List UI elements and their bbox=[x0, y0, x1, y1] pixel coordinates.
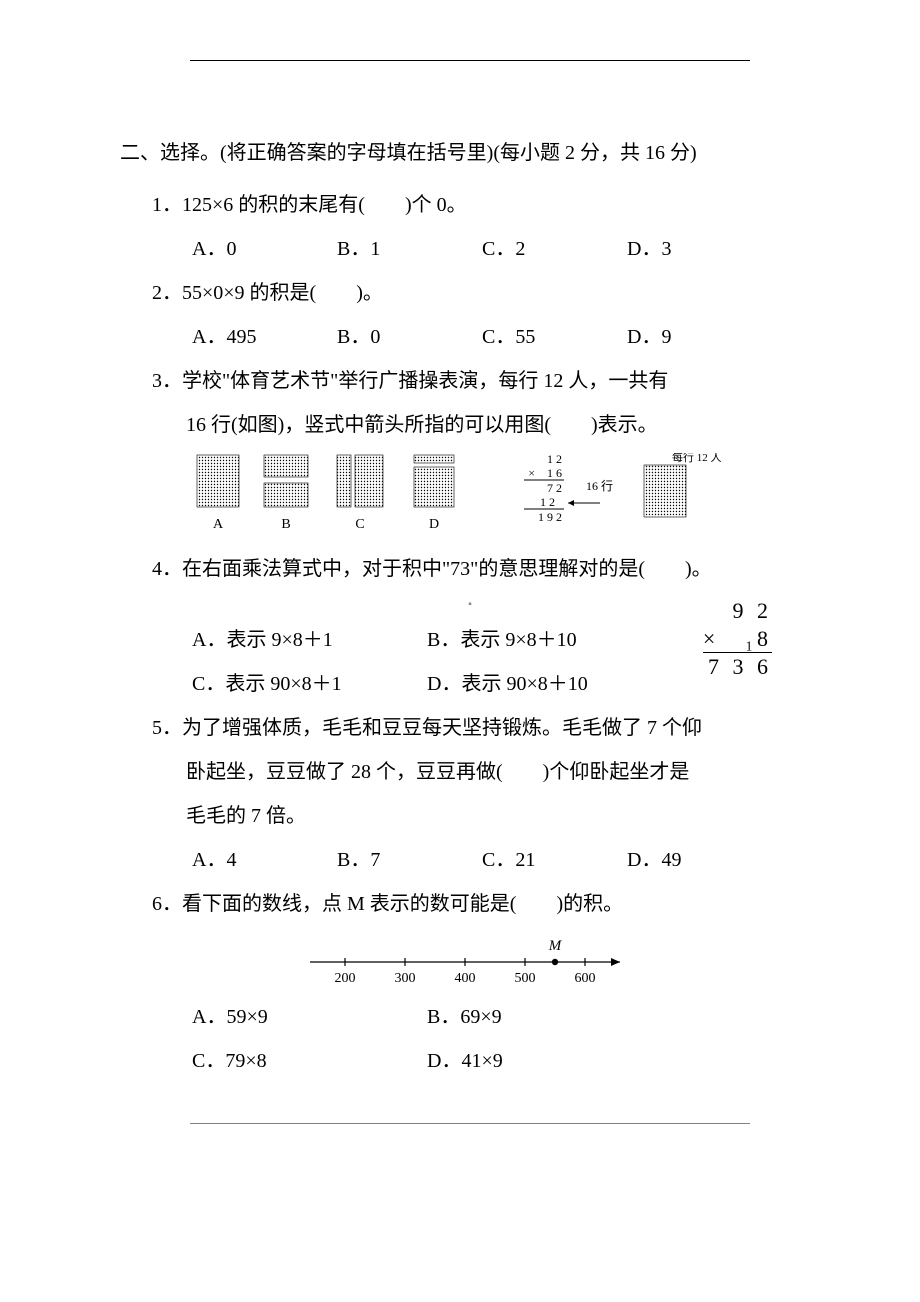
q6-opt-b: B．69×9 bbox=[427, 995, 657, 1039]
q2-text: 55×0×9 的积是( )。 bbox=[182, 282, 383, 304]
q5-line2: 卧起坐，豆豆做了 28 个，豆豆再做( )个仰卧起坐才是 bbox=[186, 761, 689, 783]
top-rule bbox=[190, 60, 750, 61]
q4-opt-b: B．表示 9×8＋10 bbox=[427, 618, 657, 662]
q3-label-b: B bbox=[281, 517, 290, 532]
document-page: 二、选择。(将正确答案的字母填在括号里)(每小题 2 分，共 16 分) 1．1… bbox=[0, 0, 920, 1164]
svg-text:400: 400 bbox=[455, 971, 476, 986]
q1-text: 125×6 的积的末尾有( )个 0。 bbox=[182, 194, 467, 216]
q1-opt-d: D．3 bbox=[627, 227, 767, 271]
question-4: 4．在右面乘法算式中，对于积中"73"的意思理解对的是( )。 bbox=[152, 547, 820, 591]
q6-opt-d: D．41×9 bbox=[427, 1039, 657, 1083]
question-4-wrap: 4．在右面乘法算式中，对于积中"73"的意思理解对的是( )。 ▪ A．表示 9… bbox=[120, 547, 820, 706]
svg-text:1 9 2: 1 9 2 bbox=[538, 510, 562, 524]
q5-opt-d: D．49 bbox=[627, 838, 767, 882]
q1-opt-a: A．0 bbox=[192, 227, 332, 271]
svg-text:600: 600 bbox=[575, 971, 596, 986]
q2-opt-b: B．0 bbox=[337, 315, 477, 359]
question-3-line2: 16 行(如图)，竖式中箭头所指的可以用图( )表示。 bbox=[152, 403, 820, 447]
q5-line3: 毛毛的 7 倍。 bbox=[186, 805, 306, 827]
q5-opt-a: A．4 bbox=[192, 838, 332, 882]
q6-number: 6． bbox=[152, 893, 182, 915]
q3-line1: 学校"体育艺术节"举行广播操表演，每行 12 人，一共有 bbox=[182, 370, 668, 392]
section-title: 二、选择。(将正确答案的字母填在括号里)(每小题 2 分，共 16 分) bbox=[120, 131, 820, 175]
q2-opt-a: A．495 bbox=[192, 315, 332, 359]
q1-opt-b: B．1 bbox=[337, 227, 477, 271]
svg-text:1 2: 1 2 bbox=[540, 495, 555, 509]
svg-text:1 2: 1 2 bbox=[547, 453, 562, 466]
svg-text:每行 12 人: 每行 12 人 bbox=[672, 453, 722, 464]
q5-opt-b: B．7 bbox=[337, 838, 477, 882]
question-5-line3: 毛毛的 7 倍。 bbox=[152, 794, 820, 838]
q3-label-d: D bbox=[429, 517, 439, 532]
q3-label-c: C bbox=[355, 517, 364, 532]
q3-label-a: A bbox=[213, 517, 224, 532]
q2-options: A．495 B．0 C．55 D．9 bbox=[120, 315, 820, 359]
q4-opt-a: A．表示 9×8＋1 bbox=[192, 618, 422, 662]
q6-text: 看下面的数线，点 M 表示的数可能是( )的积。 bbox=[182, 893, 623, 915]
q5-options: A．4 B．7 C．21 D．49 bbox=[120, 838, 820, 882]
q6-options: A．59×9 B．69×9 C．79×8 D．41×9 bbox=[120, 995, 820, 1083]
question-2: 2．55×0×9 的积是( )。 bbox=[152, 271, 820, 315]
svg-text:300: 300 bbox=[395, 971, 416, 986]
q5-line1: 为了增强体质，毛毛和豆豆每天坚持锻炼。毛毛做了 7 个仰 bbox=[182, 717, 702, 739]
q4-calc-row3: 7 3 6 bbox=[708, 654, 772, 679]
q3-figure: A B C D 1 2 × 1 6 7 2 1 2 1 9 2 bbox=[120, 453, 820, 543]
svg-text:500: 500 bbox=[515, 971, 536, 986]
svg-text:M: M bbox=[548, 938, 563, 954]
q2-opt-d: D．9 bbox=[627, 315, 767, 359]
question-5: 5．为了增强体质，毛毛和豆豆每天坚持锻炼。毛毛做了 7 个仰 bbox=[152, 706, 820, 750]
svg-text:200: 200 bbox=[335, 971, 356, 986]
q4-text: 在右面乘法算式中，对于积中"73"的意思理解对的是( )。 bbox=[182, 558, 712, 580]
q6-opt-a: A．59×9 bbox=[192, 995, 422, 1039]
q5-number: 5． bbox=[152, 717, 182, 739]
question-3: 3．学校"体育艺术节"举行广播操表演，每行 12 人，一共有 bbox=[152, 359, 820, 403]
q1-options: A．0 B．1 C．2 D．3 bbox=[120, 227, 820, 271]
svg-text:7 2: 7 2 bbox=[547, 481, 562, 495]
q4-opt-c: C．表示 90×8＋1 bbox=[192, 662, 422, 706]
svg-text:× 1 6: × 1 6 bbox=[528, 466, 562, 480]
q2-opt-c: C．55 bbox=[482, 315, 622, 359]
q3-number: 3． bbox=[152, 370, 182, 392]
q2-number: 2． bbox=[152, 282, 182, 304]
q6-opt-c: C．79×8 bbox=[192, 1039, 422, 1083]
svg-text:16 行: 16 行 bbox=[586, 479, 613, 493]
q6-figure: 200 300 400 500 600 M bbox=[120, 932, 820, 993]
q4-vertical-calc: 9 2 × ₁8 7 3 6 bbox=[703, 597, 772, 681]
q3-line2: 16 行(如图)，竖式中箭头所指的可以用图( )表示。 bbox=[186, 414, 658, 436]
question-6: 6．看下面的数线，点 M 表示的数可能是( )的积。 bbox=[152, 882, 820, 926]
question-1: 1．125×6 的积的末尾有( )个 0。 bbox=[152, 183, 820, 227]
q4-number: 4． bbox=[152, 558, 182, 580]
q4-calc-row2: × ₁8 bbox=[703, 625, 772, 654]
q5-opt-c: C．21 bbox=[482, 838, 622, 882]
q4-calc-row1: 9 2 bbox=[733, 598, 773, 623]
q1-number: 1． bbox=[152, 194, 182, 216]
q1-opt-c: C．2 bbox=[482, 227, 622, 271]
question-5-line2: 卧起坐，豆豆做了 28 个，豆豆再做( )个仰卧起坐才是 bbox=[152, 750, 820, 794]
q4-opt-d: D．表示 90×8＋10 bbox=[427, 662, 657, 706]
bottom-rule bbox=[190, 1123, 750, 1124]
